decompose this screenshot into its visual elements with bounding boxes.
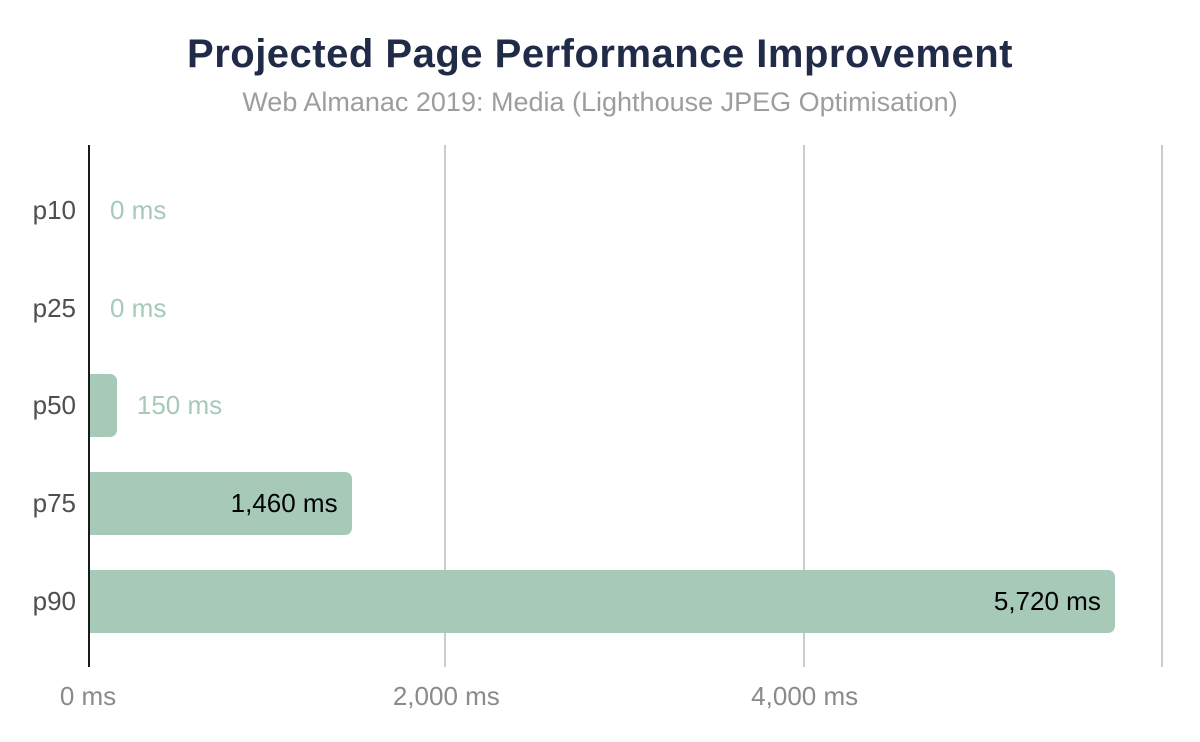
value-label-p90: 5,720 ms bbox=[993, 585, 1101, 616]
x-tick-label-4000: 4,000 ms bbox=[751, 681, 859, 711]
value-label-p75: 1,460 ms bbox=[230, 488, 338, 519]
x-tick-label-0: 0 ms bbox=[59, 681, 117, 711]
bar-p75: 1,460 ms bbox=[90, 472, 352, 536]
y-axis-line bbox=[88, 145, 90, 667]
category-label-p50: p50 bbox=[32, 390, 76, 421]
gridline-2000 bbox=[444, 145, 447, 667]
category-label-p10: p10 bbox=[32, 195, 76, 226]
x-tick-label-2000: 2,000 ms bbox=[392, 681, 500, 711]
gridline-4000 bbox=[802, 145, 805, 667]
category-label-p90: p90 bbox=[32, 585, 76, 616]
category-label-p75: p75 bbox=[32, 488, 76, 519]
bar-p50 bbox=[90, 374, 117, 438]
gridline-6000 bbox=[1161, 145, 1163, 667]
bar-rows-group: p10 0 ms p25 0 ms p50 150 ms p75 1,460 ms p90 5,7… bbox=[33, 162, 1163, 650]
value-label-p25: 0 ms bbox=[110, 292, 167, 323]
bar-row-p25: p25 0 ms bbox=[33, 260, 1163, 358]
bar-p90: 5,720 ms bbox=[90, 569, 1115, 633]
bar-row-p10: p10 0 ms bbox=[33, 162, 1163, 260]
plot-area: p10 0 ms p25 0 ms p50 150 ms p75 1,460 ms p90 5,7… bbox=[33, 145, 1163, 667]
category-label-p25: p25 bbox=[32, 292, 76, 323]
value-label-p50: 150 ms bbox=[136, 390, 223, 421]
value-label-p10: 0 ms bbox=[110, 195, 167, 226]
bar-row-p75: p75 1,460 ms bbox=[33, 455, 1163, 553]
bar-row-p50: p50 150 ms bbox=[33, 357, 1163, 455]
chart-subtitle: Web Almanac 2019: Media (Lighthouse JPEG… bbox=[242, 87, 958, 117]
bar-row-p90: p90 5,720 ms bbox=[33, 552, 1163, 650]
chart-title: Projected Page Performance Improvement bbox=[187, 32, 1013, 76]
